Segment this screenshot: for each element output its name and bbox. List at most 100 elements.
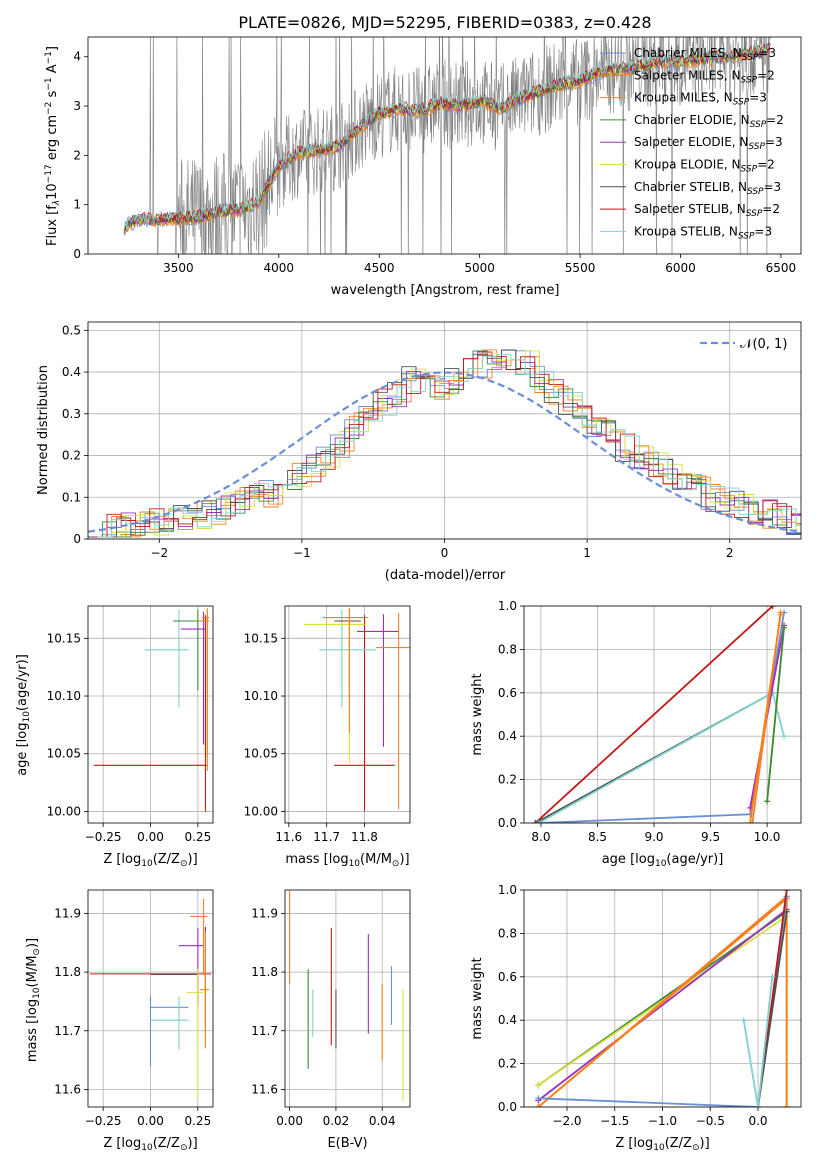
- tick-label-x: −1.5: [600, 1114, 629, 1128]
- tick-label-y: 11.9: [251, 906, 278, 920]
- label-part: 10: [45, 183, 60, 200]
- axes-frame: [284, 889, 411, 1108]
- label-part: −1: [44, 77, 54, 90]
- tick-label-y: 1: [73, 198, 81, 212]
- tick-label-x: 8.5: [588, 830, 607, 844]
- weight-line: [538, 612, 785, 823]
- legend-label: Chabrier ELODIE, NSSP=2: [634, 113, 784, 130]
- weight-marker: [532, 820, 539, 823]
- axes-age-vs-mass: 11.6 11.7 11.8 10.00 10.05 10.10 10.15 mass [lo…: [244, 605, 411, 869]
- label-part: (age/yr)]: [15, 654, 30, 711]
- tick-label-x: 2: [726, 546, 734, 560]
- x-axis-label: age [log10(age/yr)]: [602, 852, 724, 869]
- tick-label-y: 10.10: [244, 689, 278, 703]
- x-axis-label: (data-model)/error: [385, 568, 506, 583]
- x-axis-label: Z [log10(Z/Z⊙)]: [103, 1136, 197, 1153]
- tick-label-x: −1: [293, 546, 311, 560]
- label-part: −2: [44, 102, 54, 115]
- tick-label-y: 0.5: [62, 323, 81, 337]
- label-part: mass [log: [285, 852, 348, 867]
- label-part: =3: [765, 135, 783, 149]
- axes-frame: [284, 605, 411, 824]
- x-axis-label: mass [log10(M/M⊙)]: [285, 852, 409, 869]
- x-axis-label: wavelength [Angstrom, rest frame]: [331, 283, 560, 298]
- label-part: Z [log: [103, 1136, 141, 1151]
- label-part: =2: [762, 202, 780, 216]
- tick-label-y: 11.7: [54, 1024, 81, 1038]
- label-part: ⊙: [692, 1143, 700, 1153]
- weight-marker: [535, 820, 542, 823]
- tick-label-y: 10.10: [47, 689, 81, 703]
- weight-line: [538, 691, 785, 823]
- tick-label-y: 11.6: [54, 1082, 81, 1096]
- plot-area: [535, 890, 790, 1107]
- tick-label-y: 0.4: [498, 1013, 517, 1027]
- plot-area: [123, 37, 771, 254]
- weight-marker: [777, 611, 784, 618]
- tick-label-x: 5000: [464, 261, 495, 275]
- label-part: =2: [757, 68, 775, 82]
- label-part: Flux [f: [45, 205, 60, 246]
- label-part: SSP: [741, 165, 758, 175]
- residual-histogram: [97, 354, 801, 538]
- label-part: (Z/Z: [665, 1136, 692, 1151]
- x-axis-label: E(B-V): [327, 1136, 367, 1151]
- label-part: Chabrier STELIB, N: [634, 180, 747, 194]
- label-part: =2: [757, 158, 775, 172]
- tick-label-x: 3500: [163, 261, 194, 275]
- tick-label-y: 4: [73, 50, 81, 64]
- observed-spectrum: [123, 37, 771, 254]
- label-part: −17: [44, 164, 54, 183]
- tick-label-x: 0: [441, 546, 449, 560]
- weight-marker: [781, 624, 788, 631]
- weight-line: [749, 614, 782, 823]
- tick-label-y: 11.8: [54, 965, 81, 979]
- tick-label-x: 9.0: [644, 830, 663, 844]
- weight-marker: [781, 733, 788, 740]
- tick-label-y: 11.8: [251, 965, 278, 979]
- label-part: SSP: [750, 120, 767, 130]
- tick-label-x: 1: [583, 546, 591, 560]
- tick-label-x: 6000: [665, 261, 696, 275]
- label-part: Kroupa STELIB, N: [634, 224, 738, 238]
- tick-label-x: 11.6: [275, 830, 302, 844]
- label-part: =3: [758, 46, 776, 60]
- tick-label-x: 10.0: [754, 830, 781, 844]
- tick-label-y: 0.8: [498, 926, 517, 940]
- label-part: SSP: [746, 209, 763, 219]
- label-part: erg cm: [45, 115, 60, 164]
- tick-label-y: 11.6: [251, 1082, 278, 1096]
- residual-histogram: [92, 351, 801, 538]
- axes-frame: [523, 605, 802, 824]
- label-part: Salpeter ELODIE, N: [634, 135, 748, 149]
- label-part: −1: [44, 51, 54, 64]
- tick-label-x: 8.0: [531, 830, 550, 844]
- legend-label: Salpeter ELODIE, NSSP=3: [634, 135, 783, 152]
- label-part: 10: [22, 711, 32, 723]
- weight-marker: [740, 1017, 747, 1024]
- weight-marker: [535, 1095, 542, 1102]
- tick-label-y: 2: [73, 148, 81, 162]
- weight-marker: [749, 820, 756, 823]
- y-axis-label: mass [log10(M/M⊙)]: [25, 938, 42, 1062]
- label-part: mass [log: [25, 999, 40, 1062]
- weight-line: [537, 908, 788, 1102]
- y-axis-label: Normed distribution: [36, 365, 51, 495]
- label-part: ⊙: [392, 859, 400, 869]
- tick-label-y: 10.15: [47, 631, 81, 645]
- y-axis-label: mass weight: [470, 673, 485, 755]
- weight-marker: [535, 1082, 542, 1089]
- label-part: Kroupa MILES, N: [634, 91, 733, 105]
- weight-line: [766, 627, 785, 802]
- tick-label-y: 0.0: [498, 816, 517, 830]
- tick-label-x: 0.04: [369, 1114, 396, 1128]
- label-part: (M/M: [25, 956, 40, 988]
- weight-marker: [535, 1104, 542, 1107]
- tick-label-x: 0.02: [323, 1114, 350, 1128]
- legend-label: Chabrier STELIB, NSSP=3: [634, 180, 781, 197]
- y-axis-label: mass weight: [470, 957, 485, 1039]
- legend-label: Kroupa ELODIE, NSSP=2: [634, 158, 775, 175]
- plot-area: [93, 608, 210, 812]
